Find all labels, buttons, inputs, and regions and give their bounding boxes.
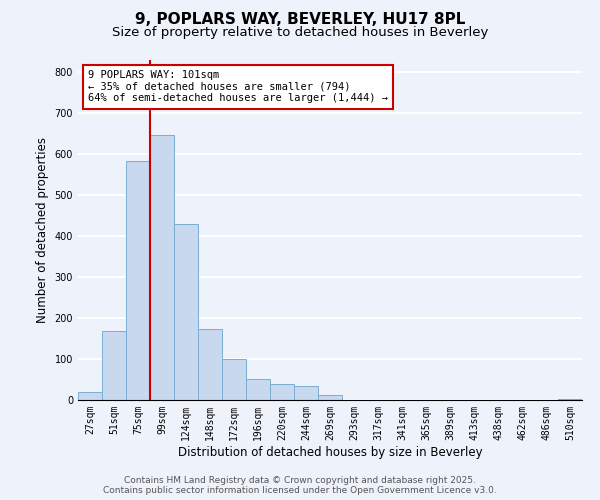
Bar bbox=[150, 134, 174, 400]
Y-axis label: Number of detached properties: Number of detached properties bbox=[36, 137, 49, 323]
Text: Contains HM Land Registry data © Crown copyright and database right 2025.
Contai: Contains HM Land Registry data © Crown c… bbox=[103, 476, 497, 495]
Bar bbox=[246, 379, 270, 400]
Bar bbox=[102, 331, 126, 400]
X-axis label: Distribution of detached houses by size in Beverley: Distribution of detached houses by size … bbox=[178, 446, 482, 458]
Text: Size of property relative to detached houses in Beverley: Size of property relative to detached ho… bbox=[112, 26, 488, 39]
Bar bbox=[222, 358, 246, 400]
Bar bbox=[318, 395, 342, 400]
Bar bbox=[294, 386, 318, 400]
Text: 9, POPLARS WAY, BEVERLEY, HU17 8PL: 9, POPLARS WAY, BEVERLEY, HU17 8PL bbox=[135, 12, 465, 28]
Bar bbox=[78, 392, 102, 400]
Bar bbox=[558, 399, 582, 400]
Bar bbox=[174, 224, 198, 400]
Bar bbox=[126, 161, 150, 400]
Text: 9 POPLARS WAY: 101sqm
← 35% of detached houses are smaller (794)
64% of semi-det: 9 POPLARS WAY: 101sqm ← 35% of detached … bbox=[88, 70, 388, 103]
Bar bbox=[198, 329, 222, 400]
Bar bbox=[270, 384, 294, 400]
